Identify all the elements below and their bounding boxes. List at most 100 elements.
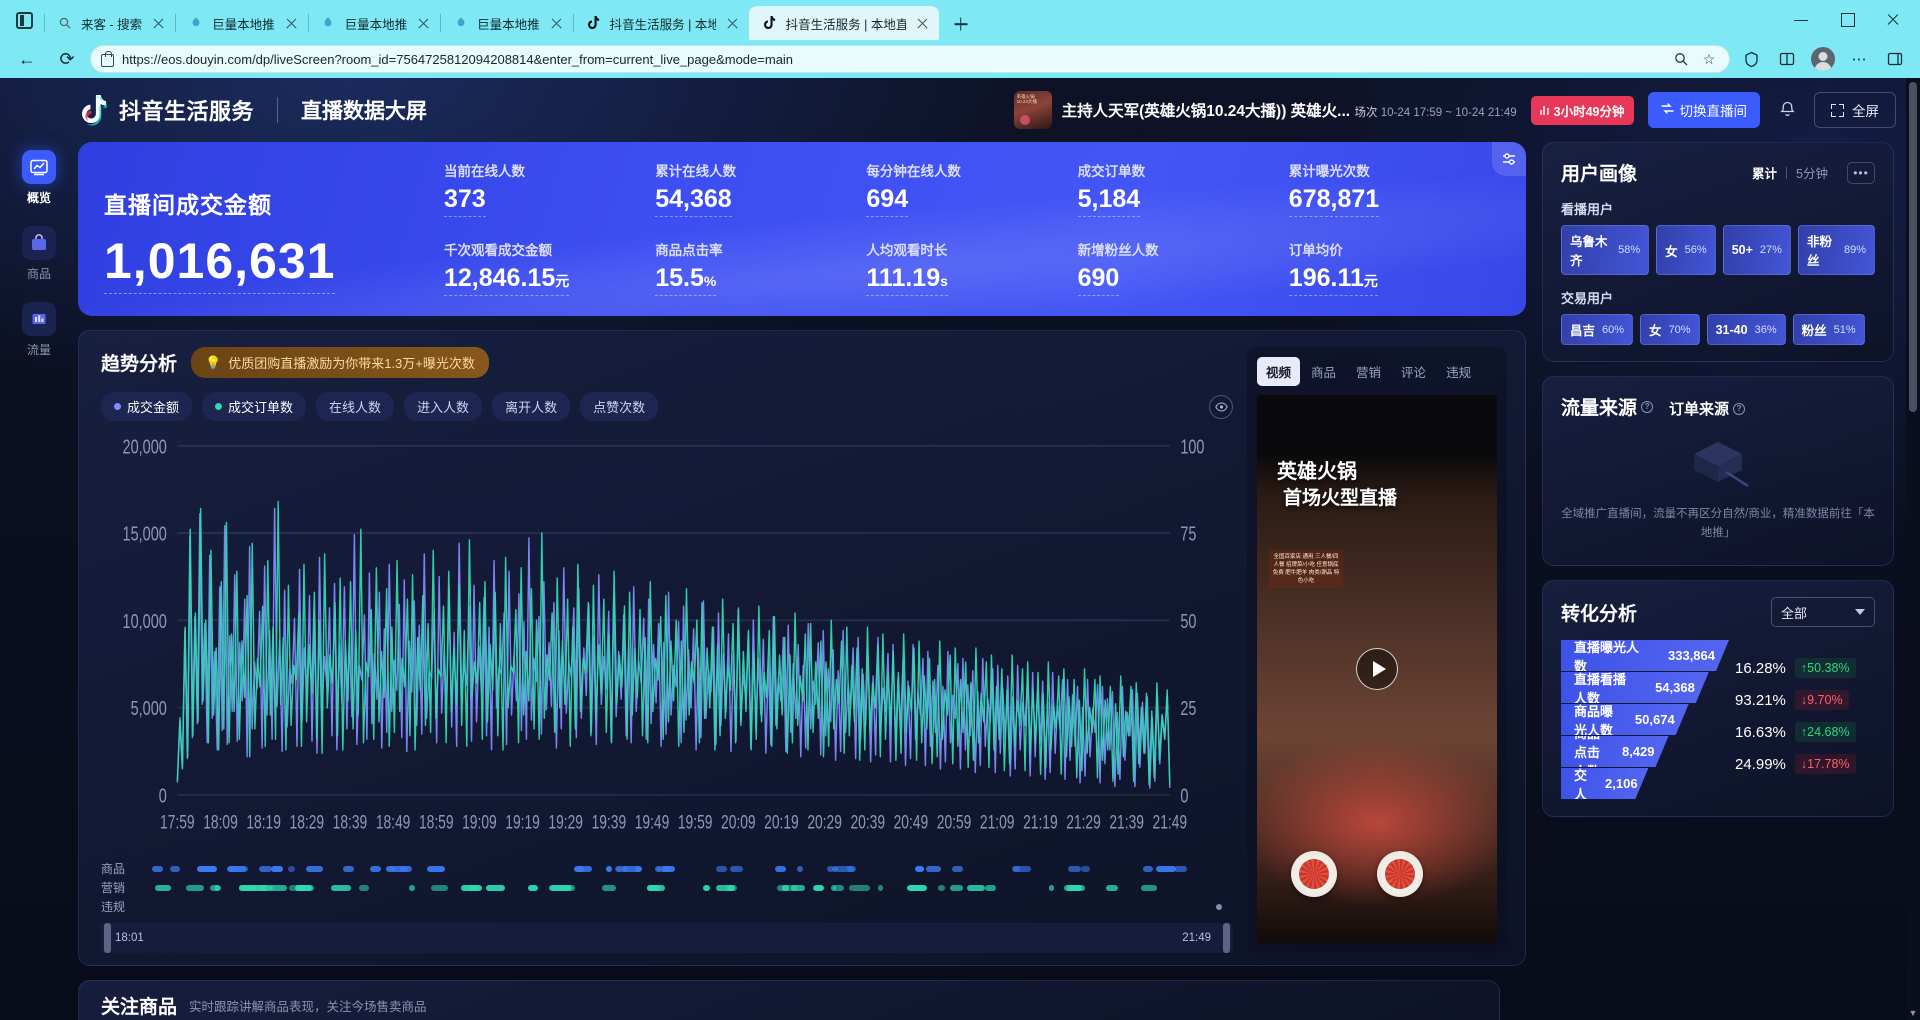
close-icon[interactable] bbox=[548, 15, 565, 32]
event-dot[interactable] bbox=[661, 865, 667, 872]
event-dot[interactable] bbox=[213, 884, 222, 891]
event-dot[interactable] bbox=[949, 884, 964, 891]
event-dot[interactable] bbox=[1216, 903, 1223, 910]
tab-comment[interactable]: 评论 bbox=[1401, 366, 1427, 380]
zoom-icon[interactable] bbox=[1671, 49, 1691, 69]
browser-tab-active[interactable]: 抖音生活服务 | 本地直播专 bbox=[748, 6, 939, 40]
event-dot[interactable] bbox=[826, 865, 835, 872]
event-dot[interactable] bbox=[601, 884, 616, 891]
event-dot[interactable] bbox=[730, 865, 744, 872]
bell-icon[interactable] bbox=[1774, 97, 1800, 123]
event-dot[interactable] bbox=[170, 865, 181, 872]
table-row[interactable]: 商品曝光人数 50,674 bbox=[1561, 704, 1729, 735]
close-icon[interactable] bbox=[1870, 0, 1916, 40]
legend-item-2[interactable]: 在线人数 bbox=[316, 392, 395, 421]
event-dot[interactable] bbox=[1142, 865, 1153, 872]
event-dot[interactable] bbox=[1106, 884, 1118, 891]
tab-product[interactable]: 商品 bbox=[1311, 366, 1337, 380]
event-dot[interactable] bbox=[409, 884, 415, 891]
omnibox[interactable]: https://eos.douyin.com/dp/liveScreen?roo… bbox=[90, 45, 1730, 73]
play-icon[interactable] bbox=[1356, 648, 1398, 690]
event-dot[interactable] bbox=[1012, 865, 1032, 872]
event-dot[interactable] bbox=[575, 865, 592, 872]
event-dot[interactable] bbox=[1141, 884, 1158, 891]
event-dot[interactable] bbox=[925, 865, 941, 872]
sidebar-panel-icon[interactable] bbox=[1880, 44, 1910, 74]
browser-tab[interactable]: 来客 - 搜索 bbox=[44, 6, 175, 40]
event-dot[interactable] bbox=[781, 884, 790, 891]
table-row[interactable]: 商品点击人数 8,429 bbox=[1561, 736, 1729, 767]
scroll-down-arrow[interactable]: ▼ bbox=[1908, 1008, 1918, 1018]
order-source-title[interactable]: 订单来源 ? bbox=[1669, 398, 1746, 419]
event-dot[interactable] bbox=[715, 884, 736, 891]
more-dots-icon[interactable]: ••• bbox=[1847, 161, 1875, 184]
table-row[interactable]: 成交人数 2,106 bbox=[1561, 768, 1729, 799]
close-icon[interactable] bbox=[150, 15, 167, 32]
collections-icon[interactable] bbox=[1736, 44, 1766, 74]
event-dot[interactable] bbox=[910, 884, 928, 891]
event-dot[interactable] bbox=[369, 865, 382, 872]
event-dot[interactable] bbox=[269, 884, 287, 891]
event-dot[interactable] bbox=[1048, 884, 1055, 891]
star-icon[interactable]: ☆ bbox=[1702, 50, 1716, 67]
event-dot[interactable] bbox=[937, 884, 945, 891]
scrollbar[interactable]: ▲ ▼ bbox=[1906, 78, 1920, 1020]
new-tab-icon[interactable] bbox=[945, 8, 977, 40]
tab-violation[interactable]: 违规 bbox=[1446, 366, 1472, 380]
event-dot[interactable] bbox=[1174, 865, 1187, 872]
minimize-icon[interactable] bbox=[1778, 0, 1824, 40]
event-dot[interactable] bbox=[834, 865, 854, 872]
fullscreen-button[interactable]: 全屏 bbox=[1814, 92, 1896, 128]
host-info[interactable]: 英雄火锅 10.24大播 主持人天军(英雄火锅10.24大播)) 英雄火... 场… bbox=[1013, 91, 1517, 129]
event-dot[interactable] bbox=[551, 884, 572, 891]
reload-icon[interactable]: ⟳ bbox=[59, 48, 75, 69]
legend-item-3[interactable]: 进入人数 bbox=[404, 392, 483, 421]
video-player[interactable]: 英雄火锅 首场火型直播 全国百家店 通用 三人餐/四人餐 招牌菜/小吃 任意锅底… bbox=[1257, 395, 1497, 943]
event-dot[interactable] bbox=[287, 865, 296, 872]
event-dot[interactable] bbox=[342, 865, 355, 872]
event-dot[interactable] bbox=[330, 884, 351, 891]
browser-tab[interactable]: 巨量本地推 bbox=[440, 6, 573, 40]
browser-tab[interactable]: 抖音生活服务 | 本地直播专 bbox=[572, 6, 749, 40]
table-row[interactable]: 直播看播人数 54,368 bbox=[1561, 672, 1729, 703]
event-dot[interactable] bbox=[655, 865, 662, 872]
sidebar-item-traffic[interactable]: 流量 bbox=[9, 296, 69, 366]
table-row[interactable]: 直播曝光人数 333,864 bbox=[1561, 640, 1729, 671]
event-dot[interactable] bbox=[185, 884, 204, 891]
segment-cumulative[interactable]: 累计 bbox=[1752, 167, 1778, 181]
event-dot[interactable] bbox=[849, 884, 870, 891]
legend-item-1[interactable]: 成交订单数 bbox=[202, 392, 307, 421]
event-dot[interactable] bbox=[647, 884, 660, 891]
event-dot[interactable] bbox=[258, 865, 272, 872]
event-dot[interactable] bbox=[243, 884, 257, 891]
event-dot[interactable] bbox=[796, 865, 804, 872]
event-dot[interactable] bbox=[832, 884, 845, 891]
help-icon[interactable]: ? bbox=[1733, 402, 1746, 415]
legend-item-0[interactable]: 成交金额 bbox=[101, 392, 193, 421]
event-dot[interactable] bbox=[563, 884, 576, 891]
split-screen-icon[interactable] bbox=[1772, 44, 1802, 74]
event-dot[interactable] bbox=[790, 884, 806, 891]
sidebar-item-overview[interactable]: 概览 bbox=[9, 144, 69, 214]
event-dot[interactable] bbox=[914, 865, 925, 872]
event-track[interactable] bbox=[145, 861, 1233, 877]
scrollbar-thumb[interactable] bbox=[1909, 82, 1917, 412]
event-dot[interactable] bbox=[1068, 865, 1081, 872]
legend-item-5[interactable]: 点赞次数 bbox=[580, 392, 659, 421]
maximize-icon[interactable] bbox=[1824, 0, 1870, 40]
close-icon[interactable] bbox=[283, 15, 300, 32]
event-dot[interactable] bbox=[952, 865, 963, 872]
browser-tab[interactable]: 巨量本地推 bbox=[307, 6, 441, 40]
event-dot[interactable] bbox=[197, 865, 218, 872]
tab-video[interactable]: 视频 bbox=[1257, 357, 1301, 386]
help-icon[interactable]: ? bbox=[1641, 400, 1654, 413]
event-dot[interactable] bbox=[716, 865, 727, 872]
event-dot[interactable] bbox=[727, 884, 737, 891]
event-dot[interactable] bbox=[427, 865, 445, 872]
close-icon[interactable] bbox=[724, 15, 741, 32]
event-track[interactable] bbox=[145, 880, 1233, 896]
event-dot[interactable] bbox=[621, 865, 641, 872]
event-dot[interactable] bbox=[228, 865, 249, 872]
conversion-filter-select[interactable]: 全部 bbox=[1771, 597, 1875, 627]
back-arrow-icon[interactable]: ← bbox=[18, 48, 36, 69]
